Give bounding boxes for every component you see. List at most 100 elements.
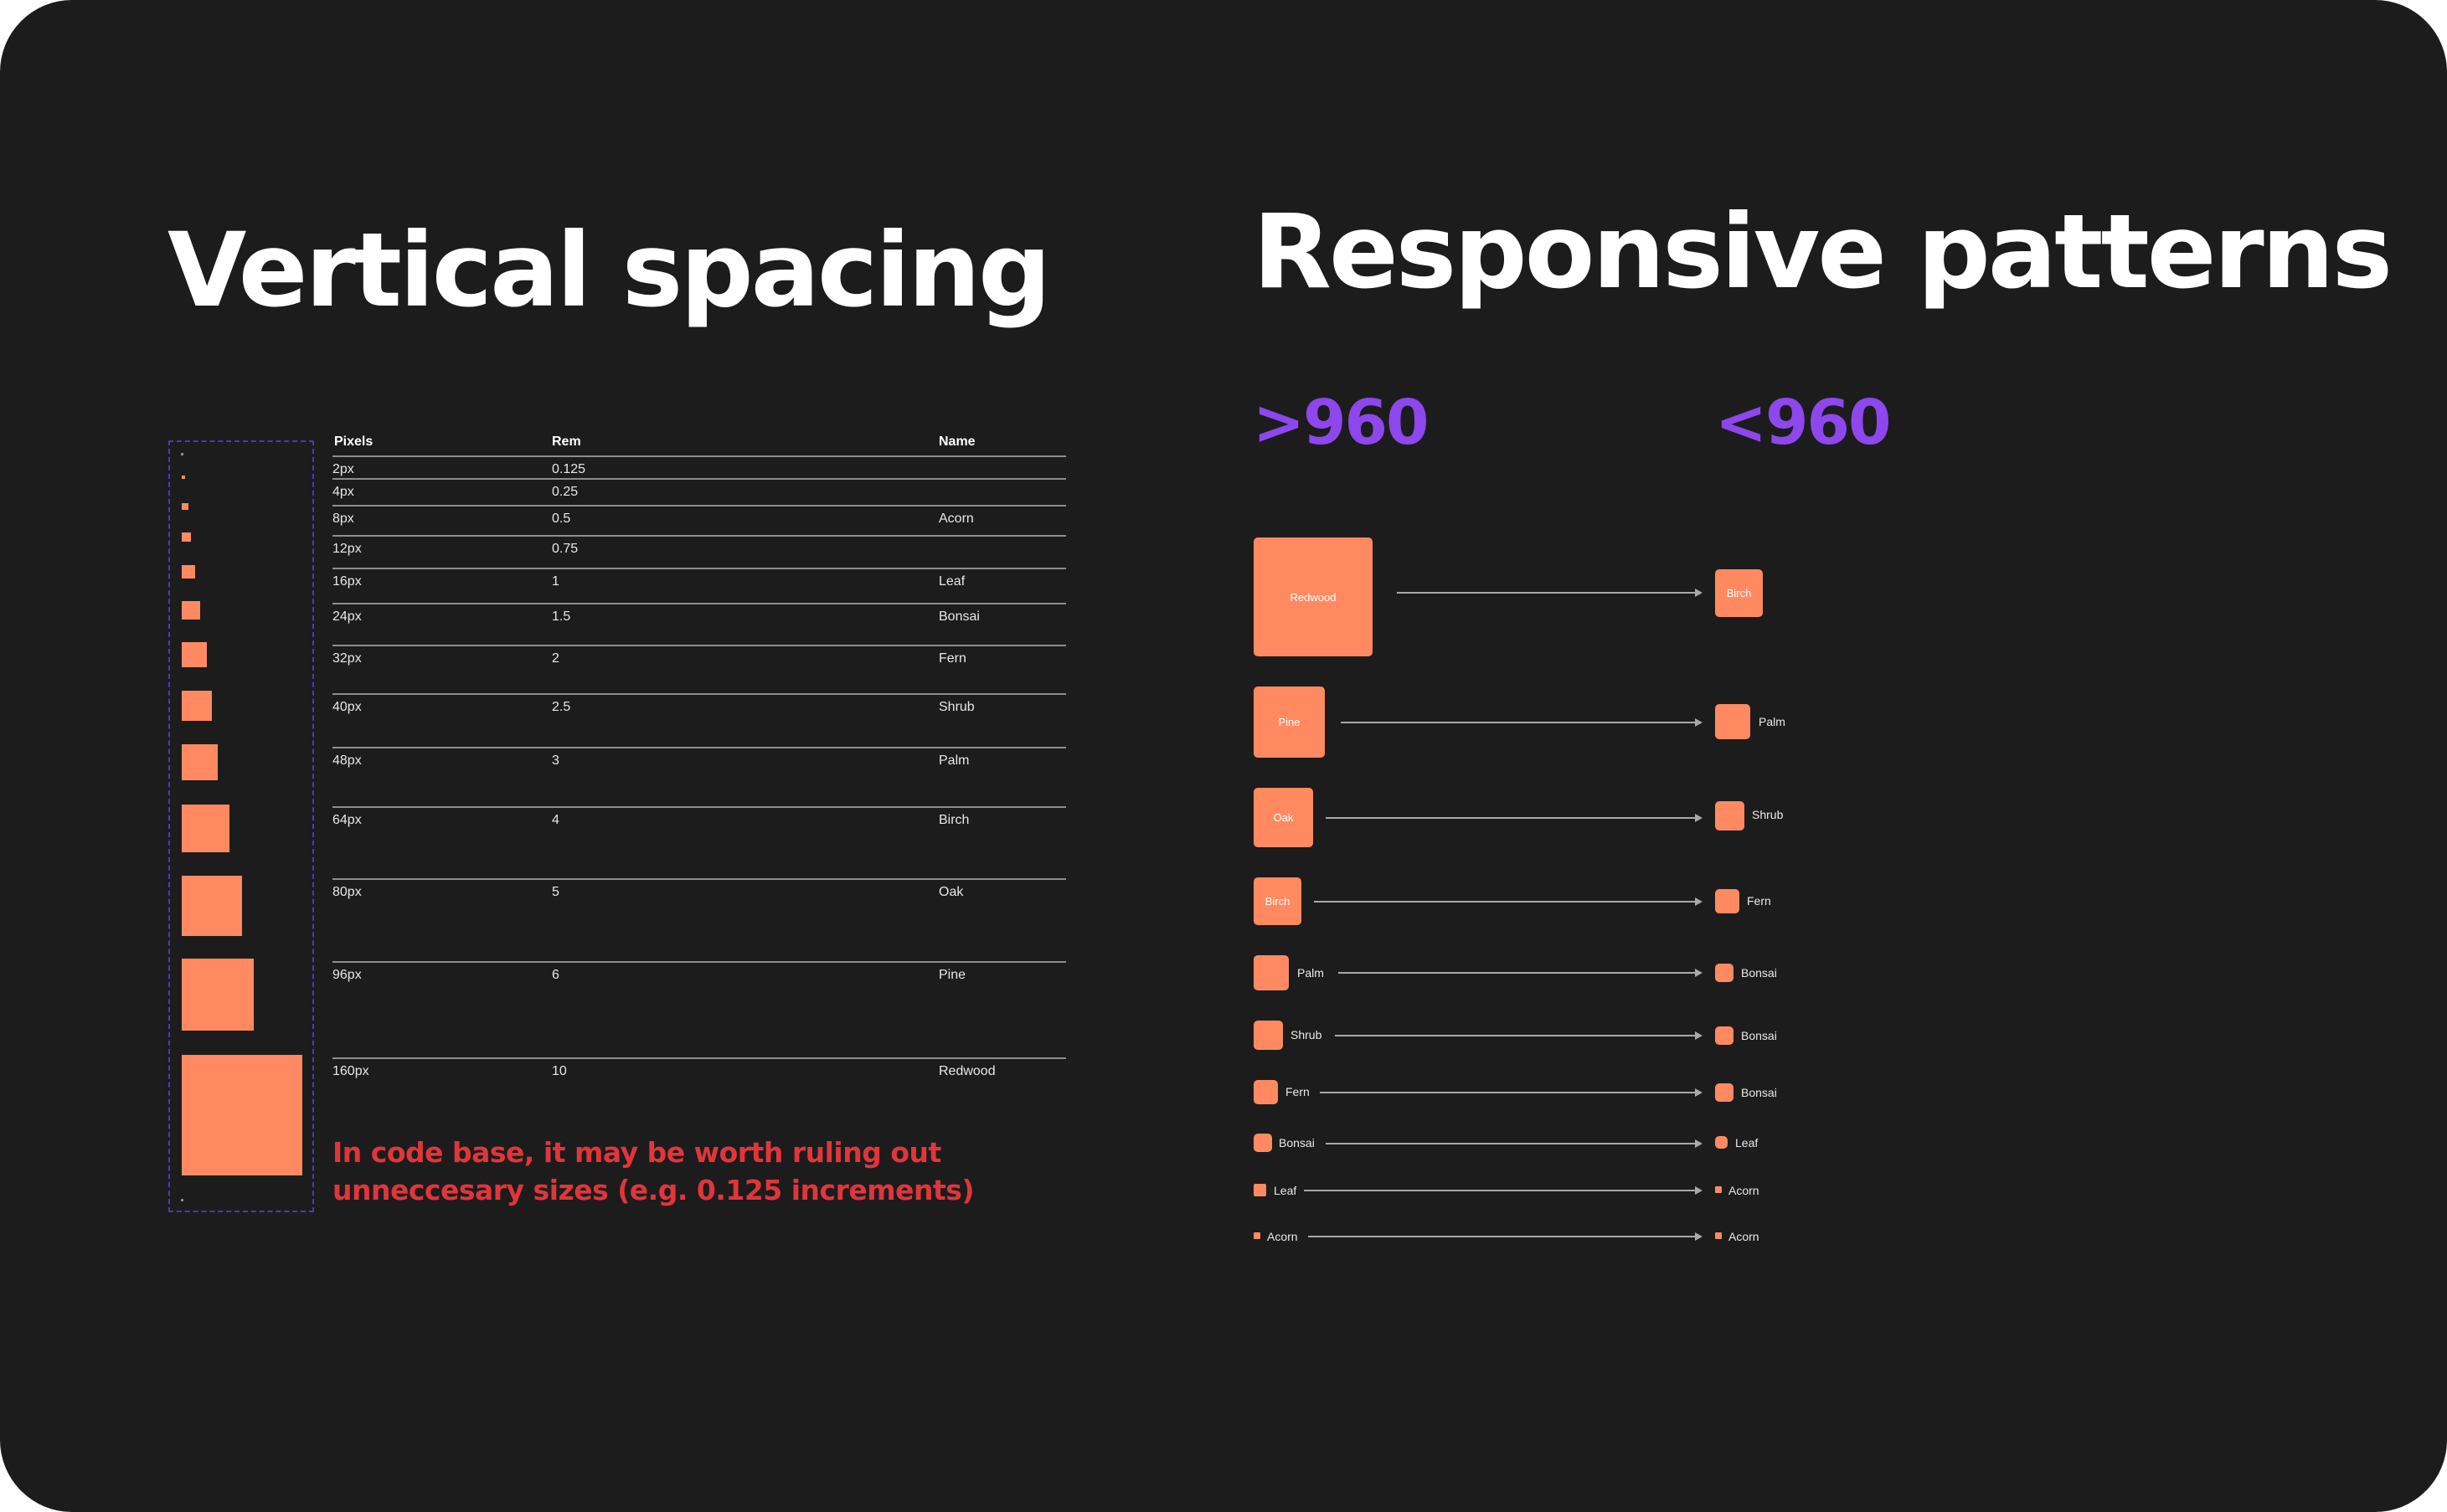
responsive-patterns-title: Responsive patterns [1253,193,2393,311]
from-box-shrub [1254,1021,1283,1050]
from-box-acorn [1254,1232,1260,1239]
cell-name: Redwood [939,1064,996,1078]
cell-name: Bonsai [939,609,980,624]
cell-rem: 1 [552,574,559,589]
cell-name: Palm [939,753,970,768]
to-box-shrub [1715,801,1744,831]
table-divider [332,478,1066,480]
table-divider [332,645,1066,646]
cell-rem: 0.25 [552,485,579,499]
from-box-redwood: Redwood [1254,537,1373,656]
arrow-right-icon [1320,1088,1703,1097]
cell-pixels: 40px [332,700,362,714]
cell-pixels: 24px [332,609,362,624]
cell-pixels: 160px [332,1064,369,1078]
to-label-acorn: Acorn [1728,1184,1759,1197]
from-label-acorn: Acorn [1267,1230,1298,1243]
cell-name: Fern [939,651,966,666]
cell-rem: 0.125 [552,462,586,476]
swatch-marker-bottom [181,1199,183,1201]
from-box-pine: Pine [1254,687,1325,758]
to-box-acorn [1715,1232,1722,1239]
table-divider [332,806,1066,808]
to-label-leaf: Leaf [1735,1136,1759,1149]
to-box-acorn [1715,1186,1722,1193]
to-box-leaf [1715,1136,1728,1149]
cell-pixels: 48px [332,753,362,768]
cell-rem: 4 [552,813,559,827]
vertical-spacing-title: Vertical spacing [167,211,1051,330]
col-header-rem: Rem [552,435,581,449]
cell-name: Shrub [939,700,975,714]
table-divider [332,505,1066,507]
swatch-32px [182,691,212,721]
breakpoint-below-label: <960 [1715,387,1891,459]
swatch-64px [182,876,242,936]
to-box-fern [1715,889,1739,913]
cell-name: Birch [939,813,970,827]
col-header-pixels: Pixels [334,435,373,449]
cell-pixels: 8px [332,512,354,526]
to-box-birch: Birch [1715,569,1763,617]
swatch-4px [182,503,188,510]
swatch-16px [182,601,200,620]
swatch-marker-top [181,453,183,455]
to-label-bonsai: Bonsai [1741,1029,1777,1042]
table-divider [332,568,1066,569]
cell-pixels: 80px [332,885,362,899]
to-box-palm [1715,704,1750,739]
swatch-24px [182,642,207,667]
to-box-bonsai [1715,1083,1734,1102]
cell-pixels: 96px [332,968,362,982]
arrow-right-icon [1326,814,1703,822]
from-box-bonsai [1254,1134,1272,1152]
from-box-leaf [1254,1184,1266,1196]
arrow-right-icon [1326,1139,1703,1148]
swatch-12px [182,565,195,579]
cell-rem: 1.5 [552,609,571,624]
to-label-acorn: Acorn [1728,1230,1759,1243]
breakpoint-above-label: >960 [1253,387,1429,459]
from-box-oak: Oak [1254,788,1313,847]
cell-rem: 2 [552,651,559,666]
from-label-bonsai: Bonsai [1279,1136,1315,1149]
arrow-right-icon [1314,897,1703,906]
swatch-2px [182,476,185,479]
to-box-bonsai [1715,1026,1734,1045]
cell-rem: 0.5 [552,512,571,526]
cell-rem: 3 [552,753,559,768]
swatch-8px [182,532,191,542]
from-box-birch: Birch [1254,877,1301,925]
note-text: In code base, it may be worth ruling out… [332,1136,975,1206]
to-label-bonsai: Bonsai [1741,966,1777,980]
table-divider [332,747,1066,748]
cell-rem: 2.5 [552,700,571,714]
table-divider [332,455,1066,457]
table-divider [332,878,1066,880]
cell-pixels: 4px [332,485,354,499]
cell-pixels: 32px [332,651,362,666]
arrow-right-icon [1397,589,1703,597]
to-label-shrub: Shrub [1752,808,1784,821]
cell-rem: 10 [552,1064,567,1078]
to-label-bonsai: Bonsai [1741,1086,1777,1099]
cell-name: Leaf [939,574,966,589]
cell-name: Pine [939,968,966,982]
to-label-palm: Palm [1759,715,1785,728]
cell-name: Acorn [939,512,974,526]
arrow-right-icon [1304,1186,1703,1195]
table-divider [332,1057,1066,1059]
cell-rem: 5 [552,885,559,899]
arrow-right-icon [1341,718,1703,727]
table-divider [332,961,1066,963]
swatch-40px [182,744,218,780]
to-box-bonsai [1715,964,1734,982]
col-header-name: Name [939,435,976,449]
table-divider [332,693,1066,695]
swatch-48px [182,805,229,852]
cell-name: Oak [939,885,964,899]
arrow-right-icon [1338,969,1703,977]
cell-pixels: 2px [332,462,354,476]
arrow-right-icon [1335,1031,1703,1040]
